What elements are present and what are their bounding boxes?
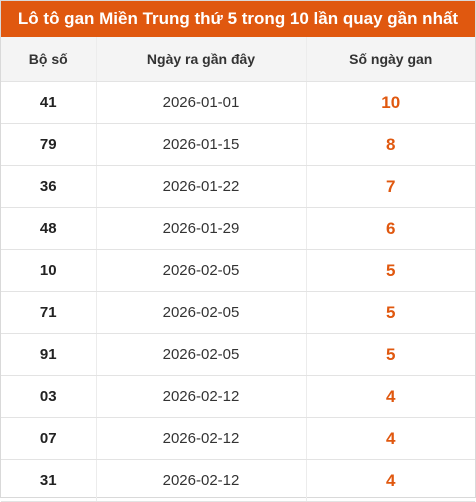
cell-number: 48 (1, 207, 97, 250)
cell-number: 91 (1, 333, 97, 376)
cell-date: 2026-02-05 (96, 249, 307, 292)
cell-date: 2026-01-01 (96, 81, 307, 124)
cell-days: 10 (306, 81, 475, 124)
cell-days: 4 (306, 417, 475, 460)
header-so-ngay-gan: Số ngày gan (306, 37, 475, 82)
cell-days: 6 (306, 207, 475, 250)
table-header-row: Bộ số Ngày ra gần đây Số ngày gan (1, 37, 475, 82)
table-row: 91 2026-02-05 5 (1, 333, 475, 376)
cell-number: 41 (1, 81, 97, 124)
cell-number: 10 (1, 249, 97, 292)
cell-number: 31 (1, 459, 97, 502)
cell-days: 8 (306, 123, 475, 166)
cell-number: 79 (1, 123, 97, 166)
cell-number: 36 (1, 165, 97, 208)
cell-days: 5 (306, 291, 475, 334)
cell-date: 2026-02-12 (96, 375, 307, 418)
table-row: 71 2026-02-05 5 (1, 291, 475, 334)
cell-date: 2026-02-05 (96, 291, 307, 334)
table-row: 79 2026-01-15 8 (1, 123, 475, 166)
cell-date: 2026-01-15 (96, 123, 307, 166)
cell-days: 7 (306, 165, 475, 208)
header-ngay-ra: Ngày ra gần đây (96, 37, 307, 82)
table-row: 41 2026-01-01 10 (1, 81, 475, 124)
table-row: 48 2026-01-29 6 (1, 207, 475, 250)
cell-date: 2026-02-12 (96, 459, 307, 502)
cell-number: 07 (1, 417, 97, 460)
cell-days: 4 (306, 375, 475, 418)
lo-gan-table: Bộ số Ngày ra gần đây Số ngày gan 41 202… (1, 37, 475, 502)
table-row: 10 2026-02-05 5 (1, 249, 475, 292)
cell-date: 2026-02-12 (96, 417, 307, 460)
table-row: 36 2026-01-22 7 (1, 165, 475, 208)
cell-days: 5 (306, 333, 475, 376)
cell-date: 2026-01-22 (96, 165, 307, 208)
cell-days: 5 (306, 249, 475, 292)
table-row: 03 2026-02-12 4 (1, 375, 475, 418)
cell-date: 2026-02-05 (96, 333, 307, 376)
cell-date: 2026-01-29 (96, 207, 307, 250)
cell-number: 71 (1, 291, 97, 334)
table-row: 31 2026-02-12 4 (1, 459, 475, 502)
header-bo-so: Bộ số (1, 37, 97, 82)
table-row: 07 2026-02-12 4 (1, 417, 475, 460)
cell-number: 03 (1, 375, 97, 418)
widget-title: Lô tô gan Miền Trung thứ 5 trong 10 lần … (1, 1, 475, 37)
cell-days: 4 (306, 459, 475, 502)
